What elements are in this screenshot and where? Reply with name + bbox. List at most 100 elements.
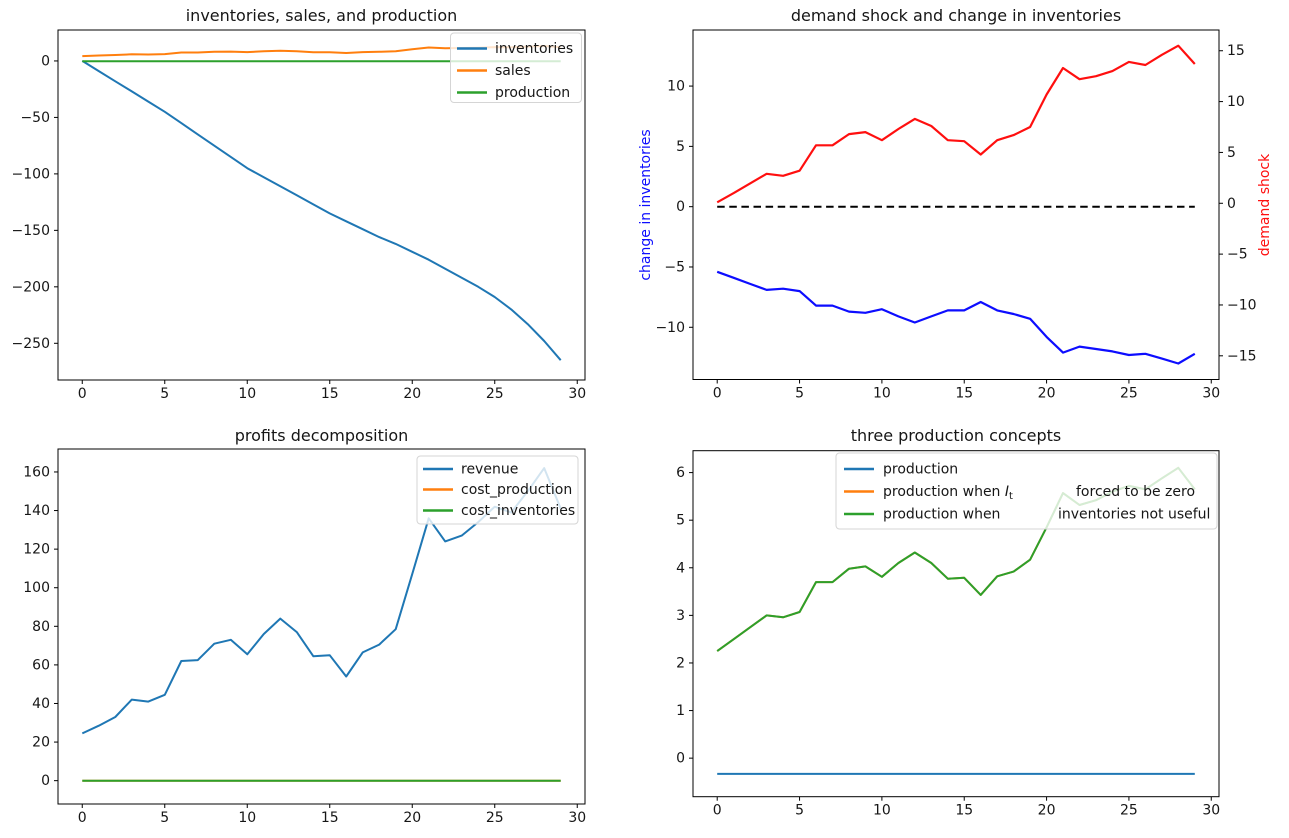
y-tick-label: 140: [23, 503, 50, 519]
y-tick-label: −200: [12, 279, 50, 295]
legend-label: forced to be zero: [1076, 484, 1195, 500]
legend-label: cost_inventories: [461, 503, 575, 519]
x-tick-label: 0: [713, 803, 722, 819]
right-y-tick-label: 15: [1227, 43, 1245, 59]
y-tick-label: 3: [676, 608, 685, 624]
x-tick-label: 25: [1120, 803, 1138, 819]
y-tick-label: 100: [23, 580, 50, 596]
x-tick-label: 30: [568, 810, 586, 826]
legend-label: production when: [883, 507, 1000, 523]
x-tick-label: 10: [238, 386, 256, 402]
legend-box: [450, 32, 582, 103]
x-tick-label: 5: [795, 803, 804, 819]
y-tick-label: 5: [676, 513, 685, 529]
legend-label: cost_production: [461, 482, 572, 498]
y-axis-ticks: 0 −50 −100 −150 −200 −250: [12, 53, 58, 352]
y-tick-label: −10: [655, 320, 685, 336]
x-tick-label: 0: [78, 386, 87, 402]
x-tick-label: 15: [955, 803, 973, 819]
x-axis-ticks: 0 5 10 15 20 25 30: [713, 379, 1220, 402]
legend: revenue cost_production cost_inventories: [416, 455, 579, 525]
y-tick-label: 6: [676, 465, 685, 481]
y-tick-label: 80: [32, 619, 50, 635]
legend-box: [416, 455, 579, 525]
y-tick-label: 60: [32, 657, 50, 673]
legend-label: inventories: [495, 41, 573, 57]
x-tick-label: 30: [1202, 803, 1220, 819]
legend-label: production when It: [883, 484, 1013, 502]
subplot-3-profits-decomposition: profits decomposition 0 5 10 15 20 25 30 0 20 40 6…: [23, 426, 586, 826]
x-tick-label: 0: [78, 810, 87, 826]
y-tick-label: 120: [23, 542, 50, 558]
x-tick-label: 10: [238, 810, 256, 826]
legend-box: [835, 452, 1218, 530]
x-tick-label: 30: [568, 386, 586, 402]
subplot-2-left-axis-label: change in inventories: [638, 129, 654, 280]
legend-label: inventories not useful: [1058, 507, 1210, 523]
x-tick-label: 25: [1120, 386, 1138, 402]
axes-spines: [692, 450, 1220, 798]
y-tick-label: 160: [23, 464, 50, 480]
y-tick-label: −50: [20, 110, 50, 126]
legend-label: sales: [495, 63, 531, 79]
legend: inventories sales production: [450, 32, 582, 103]
x-tick-label: 15: [321, 386, 339, 402]
y-tick-label: −150: [12, 223, 50, 239]
x-tick-label: 5: [795, 386, 804, 402]
right-y-tick-label: 10: [1227, 94, 1245, 110]
y-tick-label: 0: [41, 53, 50, 69]
x-axis-ticks: 0 5 10 15 20 25 30: [713, 796, 1220, 819]
legend: production production when It forced to be…: [835, 452, 1218, 530]
x-axis-ticks: 0 5 10 15 20 25 30: [78, 804, 586, 826]
subplot-2-right-axis-label: demand shock: [1257, 153, 1273, 256]
subplot-1-inventories-sales-production: inventories, sales, and production 0 5 10 1…: [12, 6, 587, 402]
y-tick-label: 0: [676, 751, 685, 767]
x-tick-label: 25: [486, 810, 504, 826]
y-tick-label: 0: [41, 773, 50, 789]
x-tick-label: 10: [873, 386, 891, 402]
x-tick-label: 5: [160, 810, 169, 826]
y-tick-label: 1: [676, 703, 685, 719]
y-axis-ticks: 10 5 0 −5 −10: [655, 79, 693, 336]
right-y-axis-ticks: 15 10 5 0 −5 −10 −15: [1219, 43, 1257, 364]
axes-spines: [692, 29, 1220, 380]
right-y-tick-label: −10: [1227, 297, 1257, 313]
y-tick-label: 0: [676, 199, 685, 215]
axes-spines: [57, 29, 586, 381]
right-y-tick-label: −5: [1227, 247, 1248, 263]
subplot-3-title: profits decomposition: [235, 426, 409, 445]
x-axis-ticks: 0 5 10 15 20 25 30: [78, 380, 586, 402]
subplot-4-title: three production concepts: [851, 426, 1062, 445]
y-axis-ticks: 0 20 40 60 80 100 120 140 160: [23, 464, 58, 789]
y-tick-label: 10: [667, 79, 685, 95]
y-tick-label: 5: [676, 139, 685, 155]
y-tick-label: −100: [12, 166, 50, 182]
subplot-1-title: inventories, sales, and production: [186, 6, 458, 25]
y-axis-ticks: 0 1 2 3 4 5 6: [676, 465, 693, 767]
change-in-inventories-line: [716, 270, 1196, 365]
legend-label: production: [495, 85, 570, 101]
y-tick-label: −5: [664, 259, 685, 275]
x-tick-label: 20: [1038, 803, 1056, 819]
x-tick-label: 0: [713, 386, 722, 402]
x-tick-label: 20: [403, 810, 421, 826]
y-tick-label: 40: [32, 696, 50, 712]
y-tick-label: −250: [12, 336, 50, 352]
inventories-line: [81, 60, 562, 361]
x-tick-label: 20: [1038, 386, 1056, 402]
x-tick-label: 25: [486, 386, 504, 402]
subplot-2-demand-shock-change-inventories: demand shock and change in inventories c…: [638, 6, 1273, 402]
subplot-2-title: demand shock and change in inventories: [791, 6, 1121, 25]
x-tick-label: 5: [160, 386, 169, 402]
legend-label: revenue: [461, 462, 518, 478]
y-tick-label: 4: [676, 560, 685, 576]
plot-lines: [716, 44, 1196, 365]
subplot-4-three-production-concepts: three production concepts 0 5 10 15 20 25 3001…: [676, 426, 1220, 819]
x-tick-label: 20: [403, 386, 421, 402]
y-tick-label: 2: [676, 655, 685, 671]
legend-label: production: [883, 462, 958, 478]
demand-shock-line: [716, 44, 1196, 204]
x-tick-label: 15: [321, 810, 339, 826]
